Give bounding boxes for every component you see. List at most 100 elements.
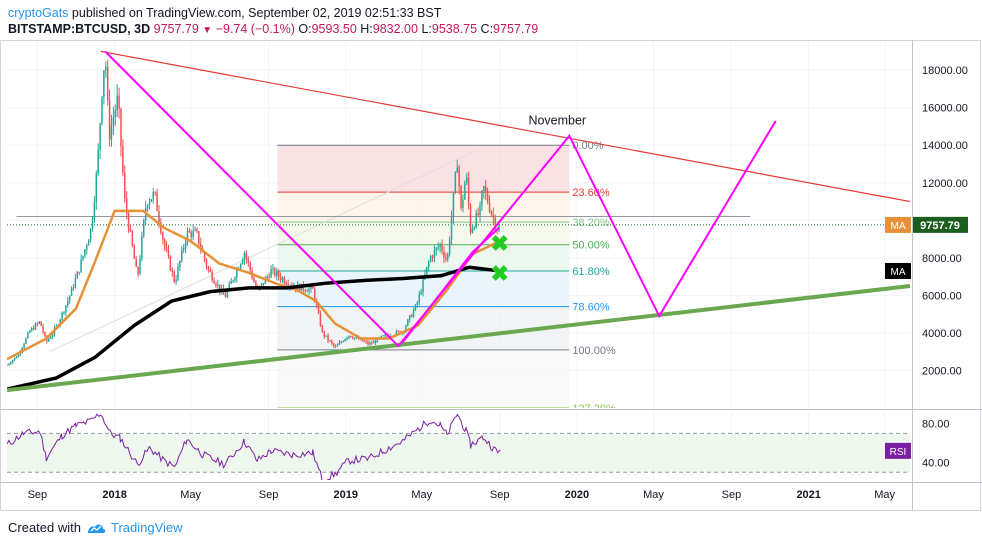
time-axis-label: Sep bbox=[490, 489, 510, 501]
candle-body bbox=[334, 346, 337, 348]
candle-body bbox=[253, 277, 255, 283]
candle-body bbox=[118, 95, 120, 109]
fib-level-label: 38.20% bbox=[572, 217, 610, 229]
candle-body bbox=[188, 230, 191, 233]
candle-body bbox=[51, 333, 54, 337]
candle-body bbox=[450, 217, 453, 240]
price-axis-label: 12000.00 bbox=[922, 178, 968, 190]
candle-body bbox=[36, 323, 39, 325]
candle-body bbox=[492, 214, 495, 218]
rsi-line bbox=[7, 413, 501, 480]
candle-body bbox=[454, 172, 457, 193]
candle-body bbox=[217, 284, 219, 286]
candle-body bbox=[370, 342, 373, 344]
candle-body bbox=[304, 289, 307, 292]
candle-body bbox=[287, 284, 289, 287]
candle-body bbox=[376, 337, 379, 343]
candle-body bbox=[87, 240, 90, 246]
candle-body bbox=[34, 323, 37, 330]
candle-body bbox=[207, 266, 210, 270]
candle-body bbox=[481, 191, 483, 206]
candle-body bbox=[427, 261, 430, 267]
candle-body bbox=[262, 283, 265, 285]
candle-body bbox=[32, 327, 35, 330]
fib-level-label: 127.20% bbox=[572, 403, 616, 415]
candle-body bbox=[397, 331, 400, 333]
candle-body bbox=[384, 334, 386, 336]
candle-body bbox=[163, 239, 166, 247]
candle-body bbox=[266, 276, 269, 278]
candle-body bbox=[255, 282, 257, 288]
green-x-marker: ✖ bbox=[490, 261, 508, 286]
candle-body bbox=[40, 321, 42, 327]
candle-body bbox=[435, 247, 438, 251]
candle-body bbox=[194, 229, 196, 231]
candle-body bbox=[464, 182, 466, 200]
candle-body bbox=[190, 232, 193, 238]
candle-body bbox=[8, 363, 10, 365]
candle-body bbox=[219, 284, 221, 292]
candle-body bbox=[312, 286, 314, 289]
candle-body bbox=[110, 125, 113, 140]
candle-body bbox=[484, 186, 487, 193]
candle-body bbox=[205, 259, 208, 267]
chart-border bbox=[0, 40, 981, 511]
rsi-tag-label: RSI bbox=[890, 447, 907, 458]
candle-body bbox=[241, 260, 244, 265]
candle-body bbox=[101, 96, 103, 124]
candle-body bbox=[158, 210, 160, 222]
candle-body bbox=[89, 228, 92, 241]
candle-body bbox=[422, 279, 424, 292]
candle-body bbox=[367, 341, 369, 345]
candle-body bbox=[141, 235, 143, 259]
ma-tag-label: MA bbox=[891, 267, 906, 278]
candle-body bbox=[418, 294, 420, 303]
candle-body bbox=[198, 231, 200, 244]
candle-body bbox=[15, 357, 18, 359]
candle-body bbox=[38, 321, 41, 324]
candle-body bbox=[483, 186, 485, 192]
candle-body bbox=[108, 100, 111, 140]
candle-body bbox=[306, 291, 308, 293]
down-triangle-icon: ▼ bbox=[202, 25, 213, 36]
price-change: −9.74 (−0.1%) bbox=[215, 22, 295, 36]
candle-body bbox=[277, 271, 280, 277]
candle-body bbox=[285, 283, 288, 285]
candle-body bbox=[97, 149, 99, 174]
candle-body bbox=[106, 66, 109, 101]
price-axis-label: 6000.00 bbox=[922, 290, 962, 302]
candle-body bbox=[475, 213, 477, 228]
candle-body bbox=[310, 286, 312, 289]
candle-body bbox=[441, 244, 443, 252]
price-axis-label: 14000.00 bbox=[922, 140, 968, 152]
current-price-tag-label: 9757.79 bbox=[920, 220, 960, 232]
candle-body bbox=[127, 213, 130, 230]
candle-body bbox=[264, 277, 267, 284]
candle-body bbox=[95, 173, 98, 203]
time-axis-label: Sep bbox=[259, 489, 279, 501]
candle-body bbox=[325, 335, 327, 337]
candle-body bbox=[93, 202, 96, 220]
candle-body bbox=[59, 319, 61, 326]
candle-body bbox=[467, 177, 470, 206]
candle-body bbox=[317, 305, 320, 314]
candle-body bbox=[91, 219, 94, 229]
candle-body bbox=[348, 335, 350, 338]
candle-body bbox=[460, 185, 462, 208]
candle-body bbox=[329, 340, 331, 342]
author-name[interactable]: cryptoGats bbox=[8, 6, 69, 20]
candle-body bbox=[243, 253, 246, 261]
ma-tag-label: MA bbox=[891, 221, 906, 232]
candle-body bbox=[445, 257, 447, 260]
candle-body bbox=[72, 287, 75, 289]
candle-body bbox=[124, 172, 126, 199]
candle-body bbox=[165, 246, 168, 250]
candle-body bbox=[350, 335, 352, 338]
time-axis-label: May bbox=[874, 489, 895, 501]
candle-body bbox=[488, 202, 491, 212]
candle-body bbox=[11, 360, 14, 363]
candle-body bbox=[380, 335, 382, 338]
candle-body bbox=[196, 229, 198, 232]
tradingview-brand[interactable]: TradingView bbox=[110, 520, 183, 535]
